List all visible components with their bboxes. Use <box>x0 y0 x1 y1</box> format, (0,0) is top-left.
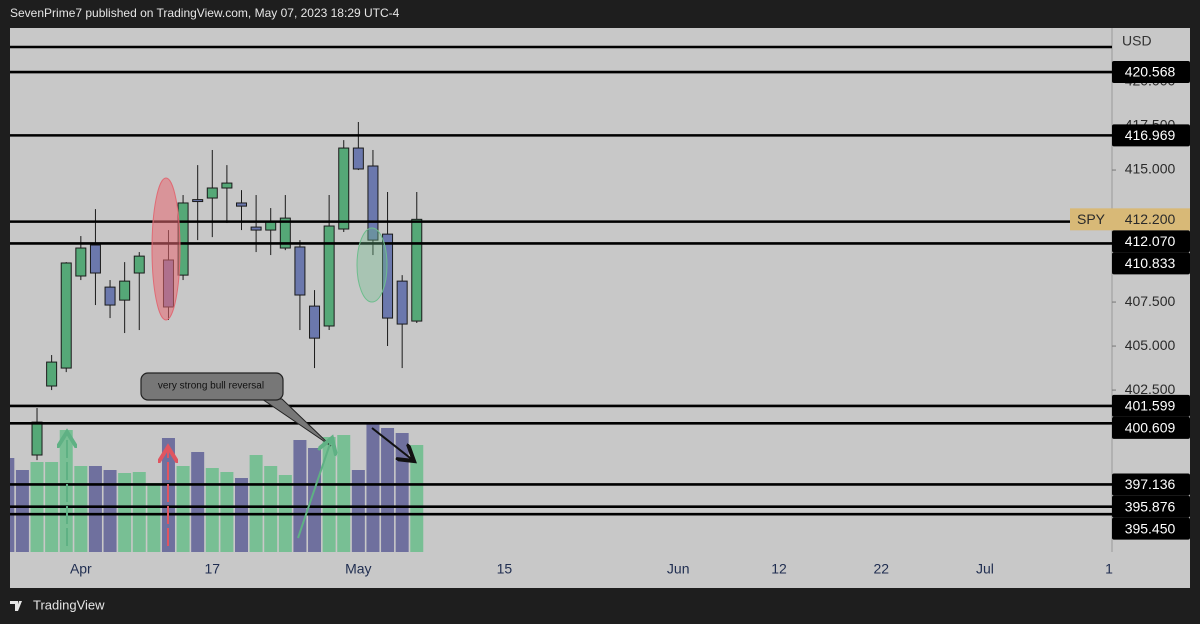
candle-body <box>382 233 394 319</box>
y-tick-label: 415.000 <box>1125 161 1176 177</box>
candle-body <box>206 187 218 199</box>
y-tick-label: 405.000 <box>1125 337 1176 353</box>
header-text: SevenPrime7 published on TradingView.com… <box>10 6 400 20</box>
red-ellipse <box>151 177 181 321</box>
symbol-label: SPY <box>1077 211 1106 227</box>
candle-body <box>411 218 423 322</box>
candle-body <box>236 202 248 207</box>
level-label-box <box>1112 495 1190 518</box>
x-tick-label: 22 <box>873 561 889 577</box>
annotations: very strong bull reversal <box>67 177 414 546</box>
volume-bar <box>15 470 29 552</box>
level-label: 400.609 <box>1125 420 1176 436</box>
x-tick-label: Apr <box>70 561 92 577</box>
volume-bar <box>381 428 395 552</box>
black-arrow <box>371 427 414 461</box>
callout-box <box>140 372 284 401</box>
candle-body <box>265 221 277 231</box>
volume-bar <box>10 458 15 552</box>
candle-body <box>323 225 335 327</box>
volume-bar <box>74 466 88 552</box>
candle-body <box>338 147 350 230</box>
volume-bar <box>308 448 322 552</box>
candle-body <box>367 165 379 241</box>
x-tick-label: May <box>345 561 371 577</box>
volume-bar <box>147 483 161 552</box>
level-label: 410.833 <box>1125 255 1176 271</box>
callout-text: very strong bull reversal <box>158 381 264 392</box>
candle-body <box>31 421 43 456</box>
candle-body <box>221 182 233 189</box>
last-price-box <box>1112 208 1190 231</box>
volume-bar <box>249 455 263 552</box>
green-arrow <box>297 438 332 539</box>
last-price-box <box>1070 208 1112 231</box>
volume-bar <box>191 452 205 552</box>
candle-body <box>104 286 116 306</box>
candle-body <box>60 262 72 369</box>
level-label-box <box>1112 416 1190 439</box>
level-label: 395.450 <box>1125 520 1176 536</box>
level-label-box <box>1112 61 1190 84</box>
candle-body <box>119 280 131 301</box>
volume-bar <box>322 437 336 552</box>
volume-bar <box>118 473 132 552</box>
x-tick-label: Jun <box>667 561 690 577</box>
level-label-box <box>1112 517 1190 540</box>
currency-label: USD <box>1122 33 1152 49</box>
level-label-box <box>1112 394 1190 417</box>
x-tick-label: 15 <box>497 561 513 577</box>
volume-bar <box>337 435 351 552</box>
volume-bar <box>264 466 278 552</box>
volume-bar <box>132 472 146 552</box>
volume-bar <box>366 422 380 552</box>
level-label: 412.070 <box>1125 233 1176 249</box>
candle-body <box>192 199 204 203</box>
level-label-box <box>1112 252 1190 275</box>
candle-body <box>352 147 364 170</box>
volume-bar <box>205 468 219 552</box>
footer-brand: TradingView <box>33 597 105 612</box>
x-tick-label: Jul <box>976 561 994 577</box>
level-label: 420.568 <box>1125 64 1176 80</box>
level-label: 395.876 <box>1125 498 1176 514</box>
volume-bar <box>410 445 424 552</box>
candle-body <box>75 247 87 277</box>
candle-body <box>89 244 101 274</box>
y-tick-label: 402.500 <box>1125 381 1176 397</box>
x-tick-label: 17 <box>204 561 220 577</box>
last-price-label: 412.200 <box>1125 211 1176 227</box>
candle-body <box>279 217 291 249</box>
level-label-box <box>1112 230 1190 253</box>
volume-bar <box>88 466 102 552</box>
level-label: 401.599 <box>1125 398 1176 414</box>
volume-bar <box>351 470 365 552</box>
footer-bar <box>0 588 1200 624</box>
candle-body <box>46 361 58 387</box>
candle-body <box>396 280 408 325</box>
candle-body <box>309 305 321 339</box>
x-tick-label: 12 <box>771 561 787 577</box>
level-label-box <box>1112 473 1190 496</box>
level-label: 397.136 <box>1125 476 1176 492</box>
y-tick-label: 407.500 <box>1125 293 1176 309</box>
header-bar <box>0 0 1200 28</box>
level-label: 416.969 <box>1125 127 1176 143</box>
candle-body <box>294 246 306 296</box>
level-label-box <box>1112 124 1190 147</box>
candle-body <box>250 226 262 231</box>
logo-icon <box>10 601 22 611</box>
volume-bar <box>103 470 117 552</box>
green-ellipse <box>356 227 388 303</box>
x-tick-label: 1 <box>1105 561 1113 577</box>
candle-body <box>133 255 145 274</box>
volume-bar <box>220 472 234 552</box>
axes: 402.500405.000407.500415.000417.500420.0… <box>70 61 1190 577</box>
volume-bar <box>176 466 190 552</box>
